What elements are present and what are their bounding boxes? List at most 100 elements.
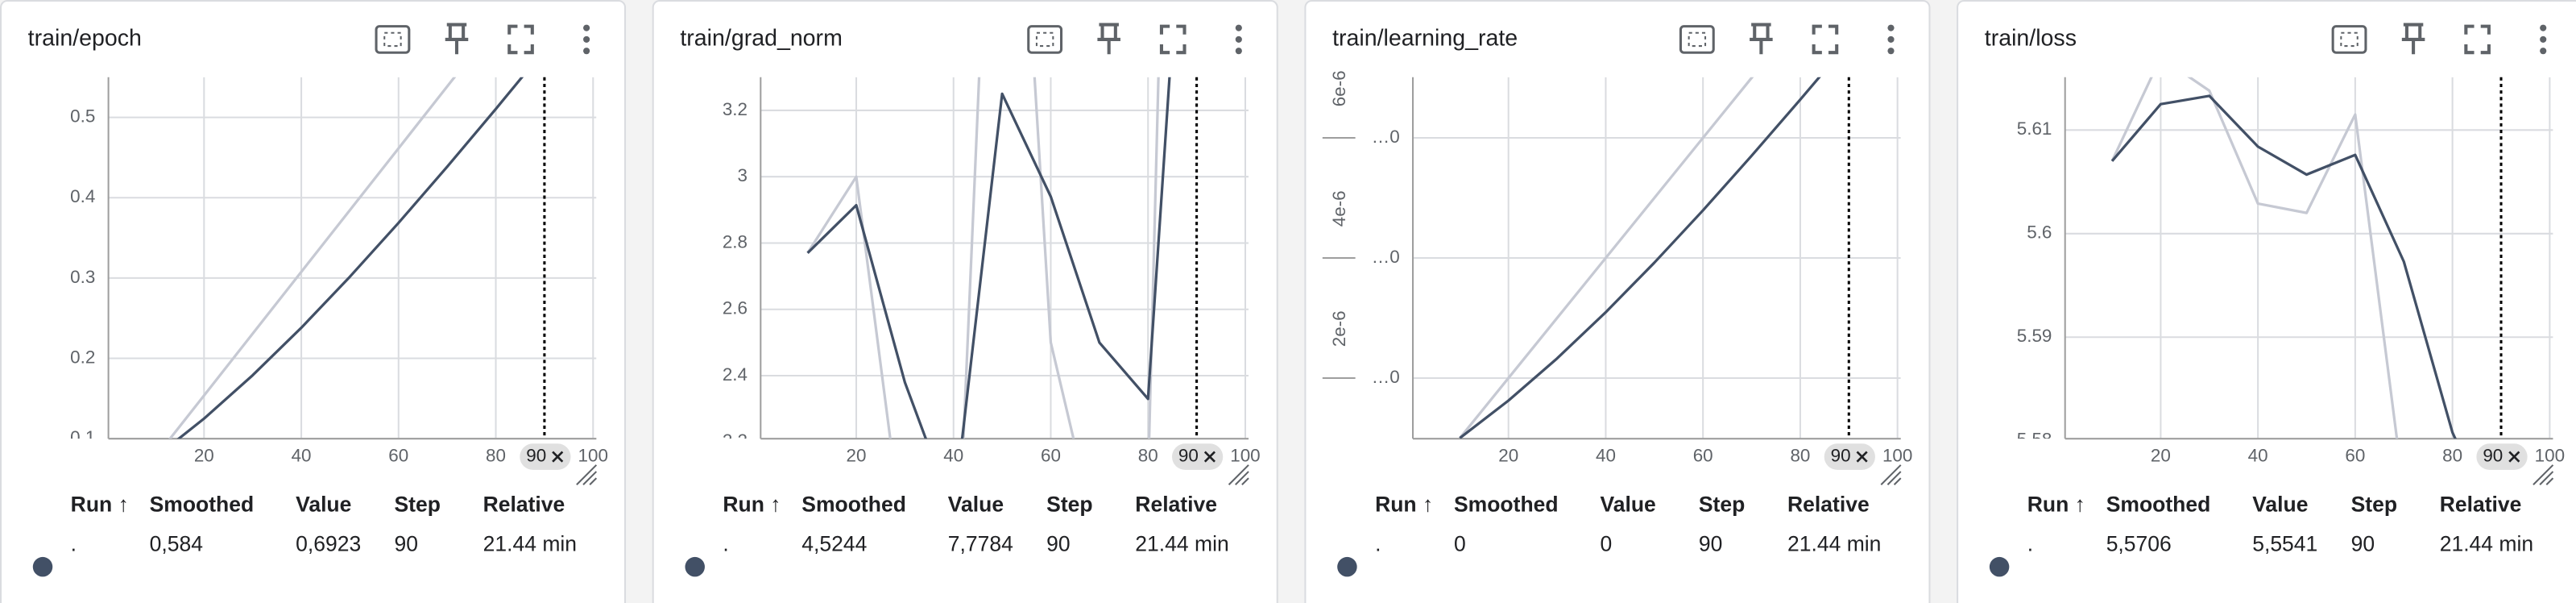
table-header[interactable]: Run ↑ bbox=[2027, 493, 2085, 517]
run-color-swatch[interactable] bbox=[1989, 556, 2010, 577]
run-color-swatch[interactable] bbox=[32, 556, 53, 577]
pin-button[interactable] bbox=[445, 23, 469, 55]
series-line bbox=[806, 77, 1171, 439]
y-tick-label: 0.4 bbox=[70, 186, 95, 206]
resize-handle[interactable] bbox=[576, 464, 598, 485]
table-cell: 21.44 min bbox=[1787, 532, 1881, 556]
more-menu-button[interactable] bbox=[2540, 24, 2547, 55]
run-color-swatch[interactable] bbox=[1337, 556, 1357, 577]
resize-handle[interactable] bbox=[2533, 464, 2554, 485]
table-cell: 21.44 min bbox=[1135, 532, 1228, 556]
table-header[interactable]: Value bbox=[296, 493, 351, 517]
x-tick-label: 80 bbox=[2442, 446, 2462, 466]
step-cursor-label: 90 bbox=[526, 446, 546, 466]
y-tick-label: 2e-6 bbox=[1329, 310, 1349, 347]
table-cell: 0 bbox=[1454, 532, 1466, 556]
y-tick-label: 5.61 bbox=[2017, 119, 2052, 139]
table-header[interactable]: Run ↑ bbox=[723, 493, 781, 517]
resize-handle[interactable] bbox=[1228, 464, 1249, 485]
fullscreen-button[interactable] bbox=[1159, 24, 1187, 55]
run-color-swatch[interactable] bbox=[685, 556, 705, 577]
card-background bbox=[652, 0, 1278, 603]
y-tick-label: 3.2 bbox=[723, 99, 748, 119]
series-line bbox=[1459, 77, 1821, 439]
resize-handle[interactable] bbox=[1880, 464, 1902, 485]
grid bbox=[760, 77, 1249, 439]
chart-card: train/loss 5.58 5.59 5.6 5.61 20 40 60 80 100 90 Ru… bbox=[1957, 0, 2576, 603]
table-header[interactable]: Value bbox=[1601, 493, 1656, 517]
grid bbox=[2065, 77, 2553, 439]
fit-domain-button[interactable] bbox=[375, 25, 411, 54]
x-tick-label: 20 bbox=[194, 446, 214, 466]
table-cell: 90 bbox=[2351, 532, 2375, 556]
table-cell: 90 bbox=[1699, 532, 1722, 556]
card-background bbox=[1957, 0, 2576, 603]
pin-button[interactable] bbox=[2401, 23, 2425, 55]
pin-button[interactable] bbox=[1097, 23, 1120, 55]
table-cell: 5,5541 bbox=[2252, 532, 2317, 556]
table-cell: . bbox=[2027, 532, 2033, 556]
more-menu-button[interactable] bbox=[583, 24, 590, 55]
table-header[interactable]: Step bbox=[1046, 493, 1092, 517]
x-tick-label: 100 bbox=[1882, 446, 1912, 466]
x-tick-label: 40 bbox=[2248, 446, 2268, 466]
table-header[interactable]: Relative bbox=[1787, 493, 1870, 517]
y-tick-label: 2.8 bbox=[723, 231, 748, 252]
chart-title: train/learning_rate bbox=[1332, 25, 1518, 51]
y-tick-label: 0.2 bbox=[70, 347, 95, 367]
fullscreen-button[interactable] bbox=[1812, 24, 1839, 55]
x-tick-label: 100 bbox=[578, 446, 608, 466]
step-cursor-chip[interactable]: 90 bbox=[2476, 443, 2528, 470]
table-header[interactable]: Run ↑ bbox=[1375, 493, 1433, 517]
table-header[interactable]: Run ↑ bbox=[71, 493, 129, 517]
table-cell: 21.44 min bbox=[483, 532, 577, 556]
chart-card: train/grad_norm 2.2 2.4 2.6 2.8 3 3.2 20 40 60 80 1… bbox=[652, 0, 1278, 603]
table-header[interactable]: Relative bbox=[483, 493, 565, 517]
pin-button[interactable] bbox=[1750, 23, 1773, 55]
series-line bbox=[1459, 77, 1754, 439]
x-tick-label: 60 bbox=[388, 446, 408, 466]
y-axis-labels: 5.58 5.59 5.6 5.61 bbox=[2017, 119, 2052, 439]
fullscreen-button[interactable] bbox=[2464, 24, 2491, 55]
table-cell: 90 bbox=[394, 532, 417, 556]
y-axis-labels: 0.1 0.2 0.3 0.4 0.5 bbox=[70, 106, 95, 447]
more-menu-button[interactable] bbox=[1235, 24, 1242, 55]
x-tick-label: 40 bbox=[943, 446, 963, 466]
table-header[interactable]: Step bbox=[2351, 493, 2397, 517]
y-tick-label: 0.3 bbox=[70, 267, 95, 287]
x-tick-label: 60 bbox=[1693, 446, 1713, 466]
table-cell: . bbox=[71, 532, 77, 556]
more-menu-button[interactable] bbox=[1887, 24, 1895, 55]
table-cell: . bbox=[723, 532, 728, 556]
step-cursor-chip[interactable]: 90 bbox=[520, 443, 571, 470]
y-tick-label: 0.1 bbox=[70, 427, 95, 447]
x-tick-label: 100 bbox=[1230, 446, 1260, 466]
table-header[interactable]: Relative bbox=[2440, 493, 2522, 517]
series-line bbox=[2110, 77, 2399, 439]
table-header[interactable]: Step bbox=[394, 493, 440, 517]
fullscreen-button[interactable] bbox=[507, 24, 534, 55]
x-tick-label: 40 bbox=[292, 446, 312, 466]
y-tick-label: …0 bbox=[1372, 367, 1400, 387]
y-axis-labels: …0 2e-6 …0 4e-6 …0 6e-6 bbox=[1322, 70, 1400, 387]
step-cursor-chip[interactable]: 90 bbox=[1824, 443, 1875, 470]
y-axis-labels: 2.2 2.4 2.6 2.8 3 3.2 bbox=[723, 99, 748, 439]
fit-domain-button[interactable] bbox=[1679, 25, 1715, 54]
table-header[interactable]: Relative bbox=[1135, 493, 1217, 517]
y-tick-label: 6e-6 bbox=[1329, 70, 1349, 106]
table-header[interactable]: Smoothed bbox=[801, 493, 906, 517]
table-cell: 0,584 bbox=[150, 532, 203, 556]
y-tick-label: 4e-6 bbox=[1329, 190, 1349, 227]
table-header[interactable]: Smoothed bbox=[150, 493, 255, 517]
table-header[interactable]: Value bbox=[948, 493, 1004, 517]
table-header[interactable]: Smoothed bbox=[1454, 493, 1559, 517]
series-line bbox=[806, 77, 1160, 439]
table-header[interactable]: Step bbox=[1699, 493, 1745, 517]
fit-domain-button[interactable] bbox=[1027, 25, 1063, 54]
table-header[interactable]: Smoothed bbox=[2106, 493, 2211, 517]
table-header[interactable]: Value bbox=[2252, 493, 2308, 517]
table-cell: 21.44 min bbox=[2440, 532, 2533, 556]
step-cursor-chip[interactable]: 90 bbox=[1172, 443, 1224, 470]
fit-domain-button[interactable] bbox=[2331, 25, 2367, 54]
